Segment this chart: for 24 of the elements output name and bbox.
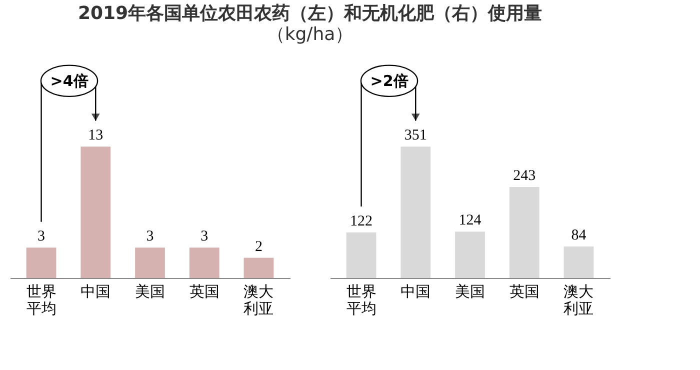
- x-tick-label: 澳大利亚: [564, 282, 594, 318]
- x-tick-label: 世界平均: [26, 282, 56, 318]
- chart-subtitle: （kg/ha）: [266, 24, 354, 45]
- data-label: 84: [571, 228, 587, 244]
- x-tick-label: 中国: [400, 282, 431, 300]
- text: >2倍: [370, 72, 408, 90]
- data-label: 3: [146, 228, 154, 245]
- x-tick-label: 世界平均: [346, 282, 376, 318]
- data-label: 3: [200, 228, 208, 245]
- data-label: 122: [350, 213, 373, 230]
- chart-title: 2019年各国单位农田农药（左）和无机化肥（右）使用量: [78, 3, 542, 24]
- x-tick-label: 美国: [135, 282, 165, 300]
- x-tick-label: 英国: [189, 282, 220, 300]
- data-label: 3: [38, 228, 46, 245]
- data-label: 2: [254, 238, 262, 255]
- data-label: 351: [404, 128, 427, 144]
- x-tick-label: 美国: [455, 282, 485, 300]
- data-label: 124: [458, 212, 482, 229]
- data-label: 243: [513, 168, 536, 184]
- data-label: 13: [88, 128, 104, 144]
- x-tick-label: 澳大利亚: [244, 282, 274, 318]
- text: >4倍: [50, 72, 88, 90]
- x-tick-label: 中国: [80, 282, 111, 300]
- x-tick-label: 英国: [509, 282, 540, 300]
